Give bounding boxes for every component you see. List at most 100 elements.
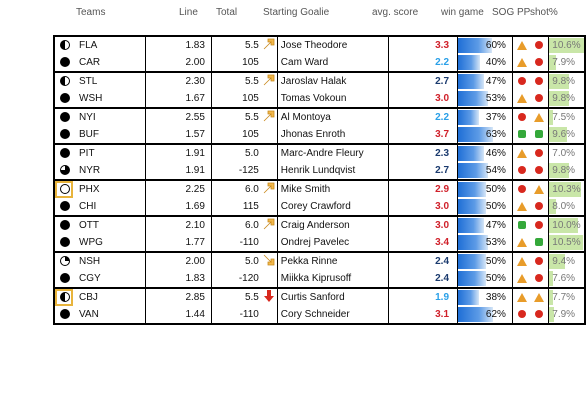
team-name: OTT xyxy=(79,220,99,231)
shot-pct-value: 8.0% xyxy=(552,201,576,212)
win-data-bar xyxy=(458,146,485,161)
pp-cell xyxy=(530,126,549,145)
table-row: FLA 1.83 5.5 Jose Theodore 3.3 60% 10.6% xyxy=(53,35,586,54)
win-data-bar xyxy=(458,199,487,214)
sog-cell xyxy=(511,71,531,90)
total-value: -120 xyxy=(210,270,261,289)
pp-cell xyxy=(530,287,549,306)
shot-pct-value: 9.4% xyxy=(552,256,576,267)
team-name: CAR xyxy=(79,57,101,68)
line-value: 2.25 xyxy=(145,179,212,198)
win-data-bar xyxy=(458,110,480,125)
goalie-name: Jose Theodore xyxy=(277,35,389,54)
full-circle-icon xyxy=(60,309,70,319)
arrow-cell xyxy=(260,198,278,217)
team-name: WSH xyxy=(79,93,103,104)
team-name: WPG xyxy=(79,237,103,248)
shot-data-bar xyxy=(549,254,566,269)
win-game-cell: 40% xyxy=(457,54,513,73)
goalie-name: Corey Crawford xyxy=(277,198,389,217)
total-value: 6.0 xyxy=(210,215,261,234)
sog-cell xyxy=(511,251,531,270)
sog-green-square-icon xyxy=(517,221,526,230)
sog-cell xyxy=(511,90,531,109)
win-data-bar xyxy=(458,127,494,142)
shot-pct-cell: 7.9% xyxy=(548,306,586,325)
pp-red-dot-icon xyxy=(535,202,544,211)
sog-warning-triangle-icon xyxy=(516,237,527,247)
pp-green-square-icon xyxy=(535,238,544,247)
header-win-game: win game xyxy=(441,7,484,18)
pp-cell xyxy=(530,198,549,217)
avg-score-value: 3.1 xyxy=(387,306,458,325)
shot-pct-value: 10.5% xyxy=(552,237,581,248)
win-game-value: 63% xyxy=(485,129,506,140)
shot-pct-cell: 9.8% xyxy=(548,162,586,181)
team-name: PIT xyxy=(79,148,95,159)
total-value: -110 xyxy=(210,306,261,325)
team-name: CGY xyxy=(79,273,101,284)
header-avg-score: avg. score xyxy=(372,7,419,18)
goalie-name: Craig Anderson xyxy=(277,215,389,234)
total-value: 115 xyxy=(210,198,261,217)
goalie-name: Henrik Lundqvist xyxy=(277,162,389,181)
pp-red-dot-icon xyxy=(535,221,544,230)
team-cell: STL xyxy=(53,71,146,90)
line-value: 1.83 xyxy=(145,35,212,54)
team-cell: CGY xyxy=(53,270,146,289)
win-game-value: 60% xyxy=(485,40,506,51)
win-data-bar xyxy=(458,218,485,233)
sog-cell xyxy=(511,270,531,289)
win-game-cell: 60% xyxy=(457,35,513,54)
pp-cell xyxy=(530,107,549,126)
sog-warning-triangle-icon xyxy=(516,256,527,266)
sog-warning-triangle-icon xyxy=(516,148,527,158)
win-game-value: 54% xyxy=(485,165,506,176)
pp-red-dot-icon xyxy=(535,58,544,67)
avg-score-value: 3.0 xyxy=(387,215,458,234)
win-game-cell: 54% xyxy=(457,162,513,181)
win-game-cell: 50% xyxy=(457,270,513,289)
up-right-arrow-icon xyxy=(260,107,278,126)
table-row: PHX 2.25 6.0 Mike Smith 2.9 50% 10.3% xyxy=(53,179,586,198)
sog-cell xyxy=(511,179,531,198)
shot-pct-value: 7.9% xyxy=(552,57,576,68)
total-value: 105 xyxy=(210,126,261,145)
shot-pct-value: 10.0% xyxy=(552,220,581,231)
total-value: 5.5 xyxy=(210,71,261,90)
win-data-bar xyxy=(458,182,487,197)
line-value: 1.69 xyxy=(145,198,212,217)
full-circle-icon xyxy=(60,148,70,158)
shot-data-bar xyxy=(549,38,583,53)
pp-red-dot-icon xyxy=(535,274,544,283)
shot-pct-cell: 8.0% xyxy=(548,198,586,217)
win-data-bar xyxy=(458,271,487,286)
goalie-name: Al Montoya xyxy=(277,107,389,126)
win-game-cell: 53% xyxy=(457,90,513,109)
header-goalie: Starting Goalie xyxy=(263,7,330,18)
line-value: 1.77 xyxy=(145,234,212,253)
win-game-value: 37% xyxy=(485,112,506,123)
shot-data-bar xyxy=(549,163,570,178)
avg-score-value: 3.3 xyxy=(387,35,458,54)
win-game-value: 62% xyxy=(485,309,506,320)
table-row: WPG 1.77 -110 Ondrej Pavelec 3.4 53% 10.5% xyxy=(53,234,586,253)
total-value: -110 xyxy=(210,234,261,253)
team-cell: BUF xyxy=(53,126,146,145)
down-arrow-icon xyxy=(260,287,278,306)
avg-score-value: 2.4 xyxy=(387,270,458,289)
sog-cell xyxy=(511,126,531,145)
team-cell: FLA xyxy=(53,35,146,54)
win-game-cell: 38% xyxy=(457,287,513,306)
shot-pct-cell: 9.6% xyxy=(548,126,586,145)
line-value: 1.57 xyxy=(145,126,212,145)
pp-red-dot-icon xyxy=(535,77,544,86)
shot-pct-value: 7.0% xyxy=(552,148,576,159)
avg-score-value: 3.7 xyxy=(387,126,458,145)
sog-cell xyxy=(511,287,531,306)
shot-data-bar xyxy=(549,91,570,106)
sog-warning-triangle-icon xyxy=(516,201,527,211)
pp-cell xyxy=(530,162,549,181)
win-game-value: 46% xyxy=(485,148,506,159)
win-game-value: 53% xyxy=(485,93,506,104)
